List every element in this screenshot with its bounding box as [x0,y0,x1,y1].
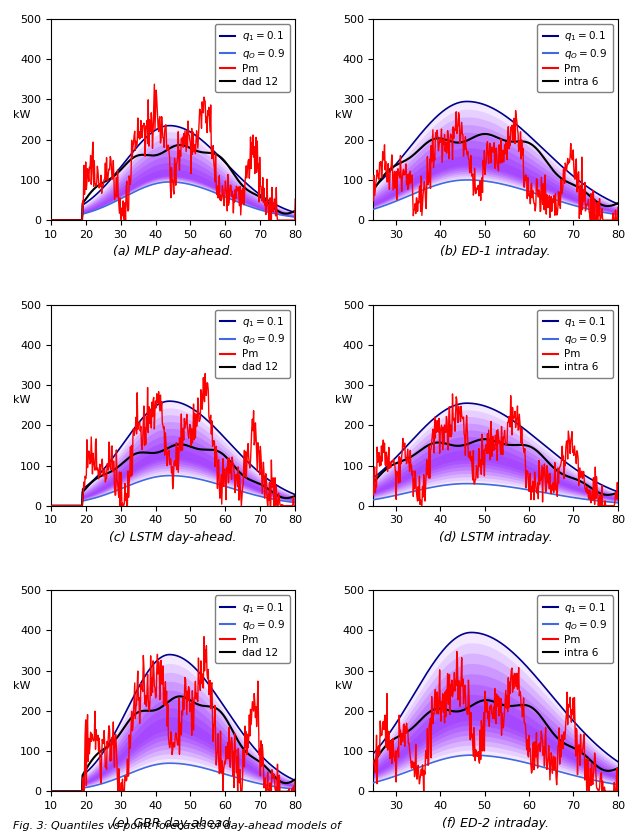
Legend: $q_1 = 0.1$, $q_O = 0.9$, Pm, intra 6: $q_1 = 0.1$, $q_O = 0.9$, Pm, intra 6 [538,24,612,92]
Legend: $q_1 = 0.1$, $q_O = 0.9$, Pm, intra 6: $q_1 = 0.1$, $q_O = 0.9$, Pm, intra 6 [538,310,612,377]
Legend: $q_1 = 0.1$, $q_O = 0.9$, Pm, dad 12: $q_1 = 0.1$, $q_O = 0.9$, Pm, dad 12 [214,310,290,377]
Legend: $q_1 = 0.1$, $q_O = 0.9$, Pm, dad 12: $q_1 = 0.1$, $q_O = 0.9$, Pm, dad 12 [214,24,290,92]
Y-axis label: kW: kW [335,395,353,405]
X-axis label: (c) LSTM day-ahead.: (c) LSTM day-ahead. [109,531,237,544]
Y-axis label: kW: kW [13,395,30,405]
X-axis label: (d) LSTM intraday.: (d) LSTM intraday. [439,531,552,544]
Legend: $q_1 = 0.1$, $q_O = 0.9$, Pm, intra 6: $q_1 = 0.1$, $q_O = 0.9$, Pm, intra 6 [538,596,612,663]
Y-axis label: kW: kW [13,110,30,120]
Y-axis label: kW: kW [335,681,353,691]
X-axis label: (e) GBR day-ahead.: (e) GBR day-ahead. [112,816,234,830]
X-axis label: (a) MLP day-ahead.: (a) MLP day-ahead. [113,246,233,258]
Y-axis label: kW: kW [335,110,353,120]
X-axis label: (b) ED-1 intraday.: (b) ED-1 intraday. [440,246,551,258]
Legend: $q_1 = 0.1$, $q_O = 0.9$, Pm, dad 12: $q_1 = 0.1$, $q_O = 0.9$, Pm, dad 12 [214,596,290,663]
Y-axis label: kW: kW [13,681,30,691]
X-axis label: (f) ED-2 intraday.: (f) ED-2 intraday. [442,816,549,830]
Text: Fig. 3: Quantiles vs point forecasts of day-ahead models of: Fig. 3: Quantiles vs point forecasts of … [13,821,340,831]
